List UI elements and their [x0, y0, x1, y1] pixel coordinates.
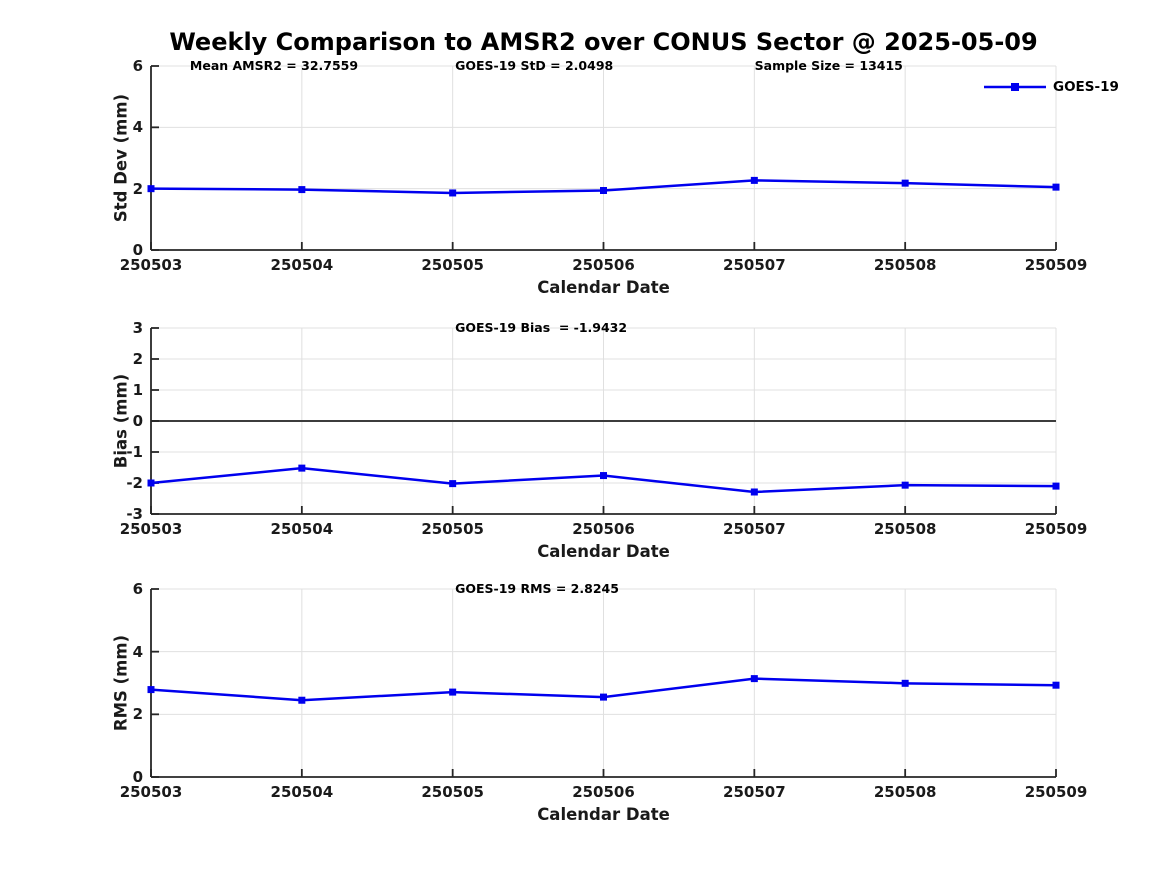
data-point-marker: [600, 693, 607, 701]
y-tick-label: 0: [132, 241, 143, 259]
x-tick-label: 250506: [572, 256, 635, 274]
x-tick-label: 250507: [723, 520, 786, 538]
stat-annotation: Mean AMSR2 = 32.7559: [189, 58, 359, 73]
legend: GOES-19: [984, 78, 1119, 96]
y-tick-label: -1: [126, 443, 143, 461]
stat-annotation: GOES-19 RMS = 2.8245: [455, 581, 619, 596]
y-tick-label: 2: [132, 705, 143, 724]
x-tick-label: 250505: [421, 256, 484, 274]
y-tick-label: 2: [132, 350, 143, 368]
data-point-marker: [298, 464, 306, 472]
y-axis-label: RMS (mm): [111, 634, 131, 732]
data-point-marker: [147, 686, 155, 694]
y-tick-label: 1: [132, 381, 143, 399]
x-axis-label: Calendar Date: [537, 805, 670, 824]
data-point-marker: [1052, 482, 1060, 490]
chart-title: Weekly Comparison to AMSR2 over CONUS Se…: [169, 28, 1038, 56]
data-point-marker: [750, 675, 758, 683]
x-tick-label: 250506: [572, 520, 635, 538]
data-point-marker: [600, 472, 607, 480]
y-tick-label: 2: [132, 179, 143, 198]
subplot-canvas-std-dev-panel: [147, 65, 1060, 251]
data-point-marker: [298, 186, 306, 194]
x-tick-label: 250503: [119, 783, 183, 801]
y-tick-label: 3: [132, 319, 143, 337]
y-axis-label: Std Dev (mm): [111, 93, 131, 223]
x-tick-label: 250503: [119, 256, 183, 274]
y-tick-label: 0: [132, 412, 143, 430]
stat-annotation: Sample Size = 13415: [754, 58, 903, 73]
data-point-marker: [449, 688, 457, 696]
x-tick-label: 250509: [1024, 783, 1088, 801]
x-tick-label: 250508: [873, 520, 937, 538]
subplot-canvas-rms-panel: [147, 588, 1060, 778]
data-point-marker: [147, 185, 155, 193]
x-tick-label: 250509: [1024, 256, 1088, 274]
legend-line-sample-icon: [984, 83, 1046, 91]
y-tick-label: 0: [132, 768, 143, 786]
data-point-marker: [750, 176, 758, 184]
data-point-marker: [901, 481, 909, 489]
y-tick-label: 4: [132, 118, 143, 137]
x-tick-label: 250504: [270, 256, 334, 274]
x-tick-label: 250503: [119, 520, 183, 538]
data-point-marker: [298, 696, 306, 704]
y-tick-label: 6: [132, 580, 143, 598]
data-point-marker: [449, 480, 457, 488]
data-point-marker: [1052, 681, 1060, 689]
y-tick-label: 4: [132, 642, 143, 661]
x-tick-label: 250509: [1024, 520, 1088, 538]
x-tick-label: 250505: [421, 783, 484, 801]
x-axis-label: Calendar Date: [537, 278, 670, 297]
x-tick-label: 250508: [873, 256, 937, 274]
x-tick-label: 250505: [421, 520, 484, 538]
subplot-canvas-bias-panel: [147, 327, 1060, 515]
x-axis-label: Calendar Date: [537, 542, 670, 561]
data-point-marker: [901, 179, 909, 187]
stat-annotation: GOES-19 Bias = -1.9432: [455, 320, 628, 335]
data-point-marker: [901, 679, 909, 687]
data-point-marker: [449, 189, 457, 197]
x-tick-label: 250507: [723, 783, 786, 801]
y-tick-label: 6: [132, 57, 143, 75]
data-point-marker: [750, 488, 758, 496]
y-tick-label: -3: [126, 505, 143, 523]
x-tick-label: 250508: [873, 783, 937, 801]
data-point-marker: [600, 187, 607, 195]
y-axis-label: Bias (mm): [111, 373, 131, 469]
y-tick-label: -2: [126, 474, 143, 492]
legend-label: GOES-19: [1053, 79, 1119, 95]
x-tick-label: 250506: [572, 783, 635, 801]
x-tick-label: 250504: [270, 520, 334, 538]
data-point-marker: [1052, 183, 1060, 191]
data-point-marker: [147, 479, 155, 487]
stat-annotation: GOES-19 StD = 2.0498: [455, 58, 614, 73]
x-tick-label: 250507: [723, 256, 786, 274]
x-tick-label: 250504: [270, 783, 334, 801]
